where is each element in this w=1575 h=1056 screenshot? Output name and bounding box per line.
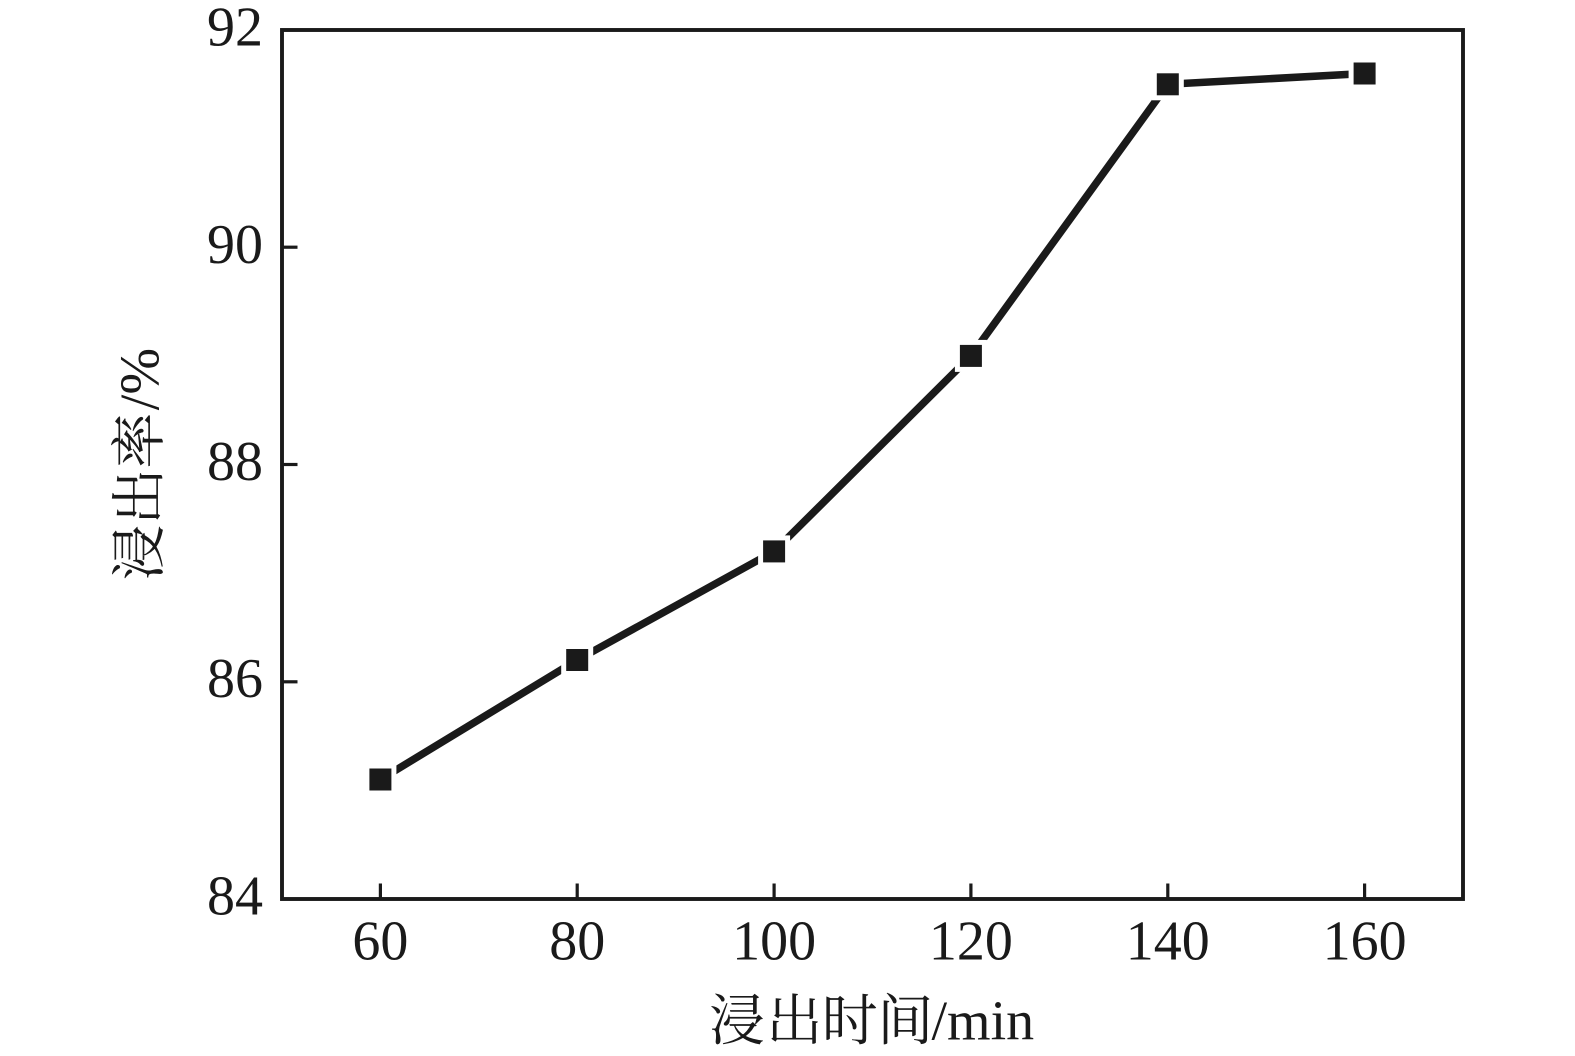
svg-text:88: 88 [207,431,263,493]
svg-text:/%: /% [110,348,172,410]
svg-text:86: 86 [207,648,263,710]
svg-text:84: 84 [207,866,263,928]
svg-text:90: 90 [207,214,263,276]
svg-text:120: 120 [929,911,1013,973]
svg-text:100: 100 [732,911,816,973]
svg-text:/min: /min [932,991,1035,1053]
svg-text:140: 140 [1126,911,1210,973]
svg-text:92: 92 [207,0,263,59]
svg-text:80: 80 [549,911,605,973]
svg-text:160: 160 [1323,911,1407,973]
svg-text:60: 60 [352,911,408,973]
